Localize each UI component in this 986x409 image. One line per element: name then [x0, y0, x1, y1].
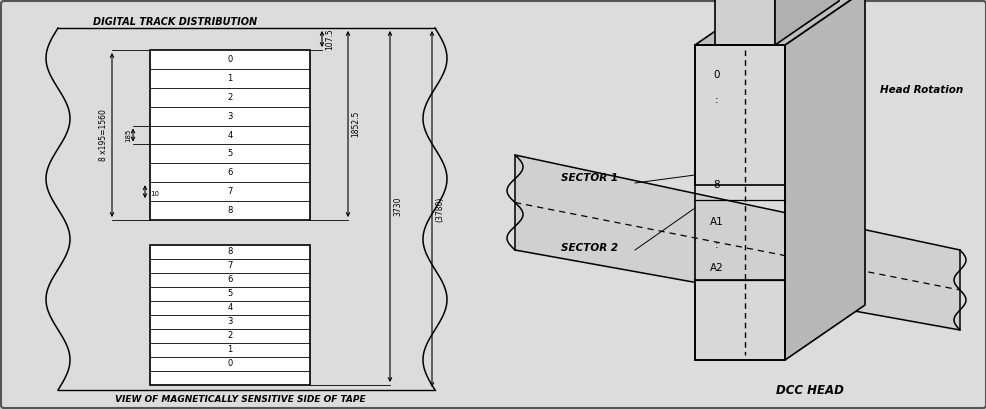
Text: A2: A2 — [709, 263, 723, 273]
Bar — [694, 45, 784, 185]
Bar — [714, 0, 774, 45]
Text: :: : — [715, 95, 718, 105]
Bar — [150, 50, 310, 220]
Text: 10: 10 — [150, 191, 159, 197]
Text: 1: 1 — [227, 346, 233, 355]
Text: 185: 185 — [125, 128, 131, 142]
Polygon shape — [774, 0, 838, 45]
Text: 6: 6 — [227, 168, 233, 177]
Text: A1: A1 — [709, 217, 723, 227]
Text: SECTOR 2: SECTOR 2 — [561, 243, 618, 253]
Text: 5: 5 — [227, 290, 233, 299]
Text: 2: 2 — [227, 332, 233, 341]
Text: 1852.5: 1852.5 — [351, 111, 360, 137]
Polygon shape — [694, 0, 864, 45]
Text: DIGITAL TRACK DISTRIBUTION: DIGITAL TRACK DISTRIBUTION — [93, 17, 256, 27]
Text: 4: 4 — [227, 130, 233, 139]
Text: 2: 2 — [227, 93, 233, 102]
Text: 6: 6 — [227, 276, 233, 285]
Text: 8: 8 — [227, 247, 233, 256]
Text: SECTOR 1: SECTOR 1 — [561, 173, 618, 183]
Text: 4: 4 — [227, 303, 233, 312]
Text: 8 x195=1560: 8 x195=1560 — [99, 109, 107, 161]
Text: 5: 5 — [227, 149, 233, 158]
Text: 3: 3 — [227, 317, 233, 326]
Text: 0: 0 — [227, 55, 233, 64]
Text: DCC HEAD: DCC HEAD — [775, 384, 843, 396]
Text: 7: 7 — [227, 187, 233, 196]
Text: 0: 0 — [713, 70, 720, 80]
Text: 8: 8 — [713, 180, 720, 190]
Text: 1: 1 — [227, 74, 233, 83]
Text: VIEW OF MAGNETICALLY SENSITIVE SIDE OF TAPE: VIEW OF MAGNETICALLY SENSITIVE SIDE OF T… — [114, 396, 365, 405]
Text: 107.5: 107.5 — [324, 28, 333, 50]
Text: Head Rotation: Head Rotation — [880, 85, 962, 95]
Text: 8: 8 — [227, 206, 233, 215]
Text: 3: 3 — [227, 112, 233, 121]
Text: (3780): (3780) — [435, 196, 444, 222]
Polygon shape — [784, 0, 864, 360]
Text: 3730: 3730 — [392, 197, 401, 216]
Bar — [694, 280, 784, 360]
Text: :: : — [715, 240, 718, 250]
Polygon shape — [515, 155, 959, 330]
Bar — [150, 245, 310, 385]
Text: 0: 0 — [227, 360, 233, 369]
Text: 7: 7 — [227, 261, 233, 270]
